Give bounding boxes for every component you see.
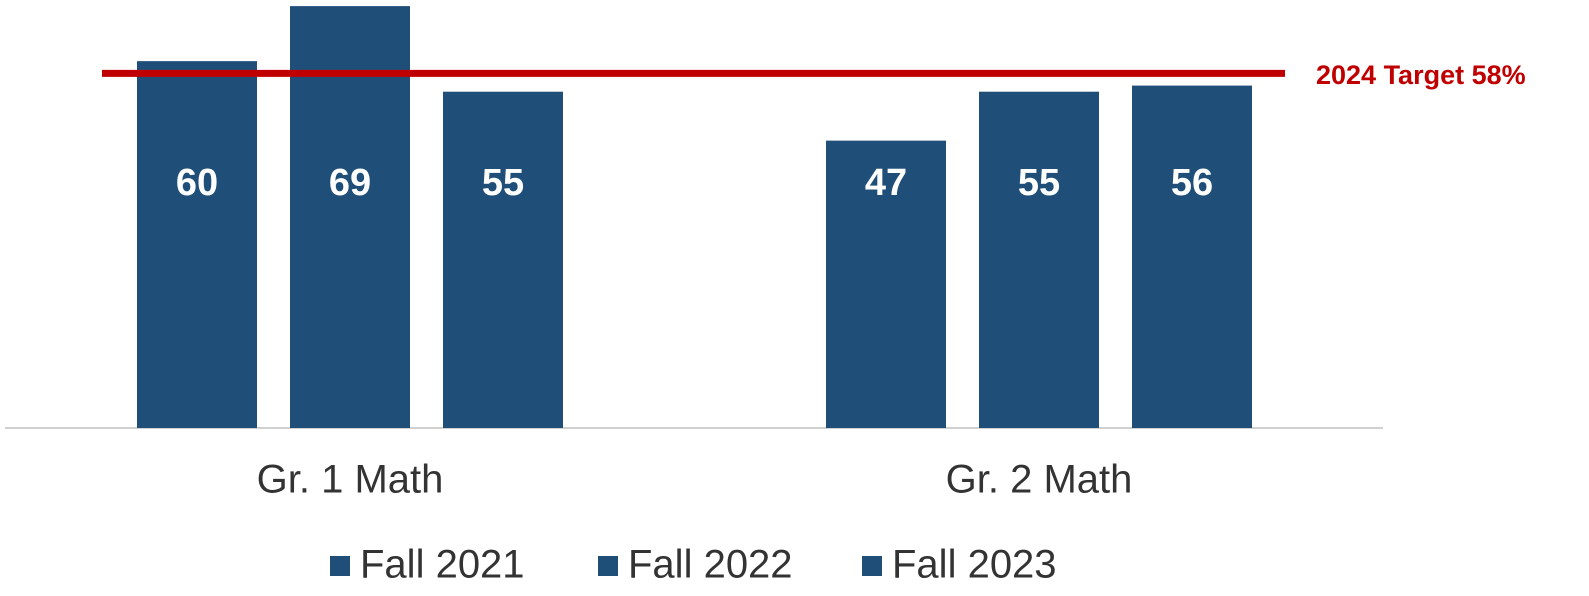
target-label: 2024 Target 58% xyxy=(1316,60,1526,90)
data-label: 47 xyxy=(865,162,907,204)
bar xyxy=(137,61,257,429)
legend-swatch xyxy=(598,556,618,576)
data-label: 56 xyxy=(1171,162,1213,204)
legend-swatch xyxy=(862,556,882,576)
bar xyxy=(443,91,563,428)
bar xyxy=(979,91,1099,428)
bar xyxy=(826,140,946,428)
legend-swatch xyxy=(330,556,350,576)
x-tick-label: Gr. 2 Math xyxy=(946,458,1133,502)
data-label: 60 xyxy=(176,162,218,204)
data-label: 69 xyxy=(329,162,371,204)
data-label: 55 xyxy=(482,162,524,204)
legend-label: Fall 2021 xyxy=(360,543,525,587)
data-label: 55 xyxy=(1018,162,1060,204)
bar xyxy=(1132,85,1252,428)
legend-label: Fall 2023 xyxy=(892,543,1057,587)
legend-label: Fall 2022 xyxy=(628,543,793,587)
x-tick-label: Gr. 1 Math xyxy=(257,458,444,502)
bar xyxy=(290,6,410,428)
